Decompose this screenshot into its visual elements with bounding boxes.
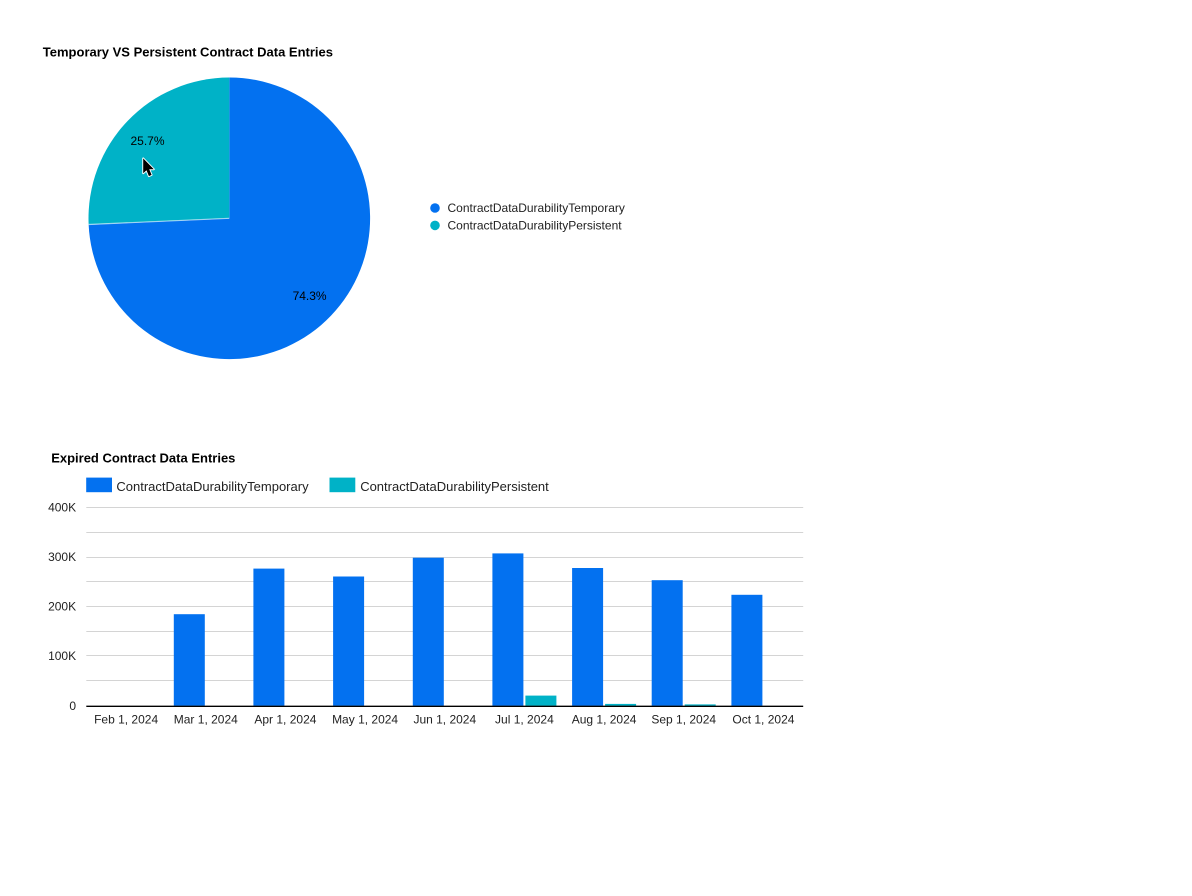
svg-text:200K: 200K (48, 600, 76, 614)
svg-text:300K: 300K (48, 550, 76, 564)
svg-text:Feb 1, 2024: Feb 1, 2024 (94, 713, 158, 727)
svg-text:Oct 1, 2024: Oct 1, 2024 (732, 713, 794, 727)
svg-text:Temporary VS Persistent Contra: Temporary VS Persistent Contract Data En… (43, 44, 333, 59)
svg-text:ContractDataDurabilityPersiste: ContractDataDurabilityPersistent (360, 479, 549, 494)
svg-text:100K: 100K (48, 649, 76, 663)
svg-text:Mar 1, 2024: Mar 1, 2024 (174, 713, 238, 727)
svg-text:Jun 1, 2024: Jun 1, 2024 (413, 713, 476, 727)
svg-text:ContractDataDurabilityPersiste: ContractDataDurabilityPersistent (448, 219, 623, 233)
svg-text:Aug 1, 2024: Aug 1, 2024 (572, 713, 637, 727)
svg-text:0: 0 (69, 699, 76, 713)
svg-text:Expired Contract Data Entries: Expired Contract Data Entries (51, 451, 235, 466)
svg-text:Apr 1, 2024: Apr 1, 2024 (254, 713, 316, 727)
svg-text:400K: 400K (48, 501, 76, 515)
svg-text:74.3%: 74.3% (293, 289, 327, 303)
svg-text:May 1, 2024: May 1, 2024 (332, 713, 398, 727)
svg-text:Jul 1, 2024: Jul 1, 2024 (495, 713, 554, 727)
svg-text:ContractDataDurabilityTemporar: ContractDataDurabilityTemporary (448, 201, 625, 215)
svg-text:ContractDataDurabilityTemporar: ContractDataDurabilityTemporary (116, 479, 309, 494)
svg-text:Sep 1, 2024: Sep 1, 2024 (651, 713, 716, 727)
svg-text:25.7%: 25.7% (130, 134, 164, 148)
